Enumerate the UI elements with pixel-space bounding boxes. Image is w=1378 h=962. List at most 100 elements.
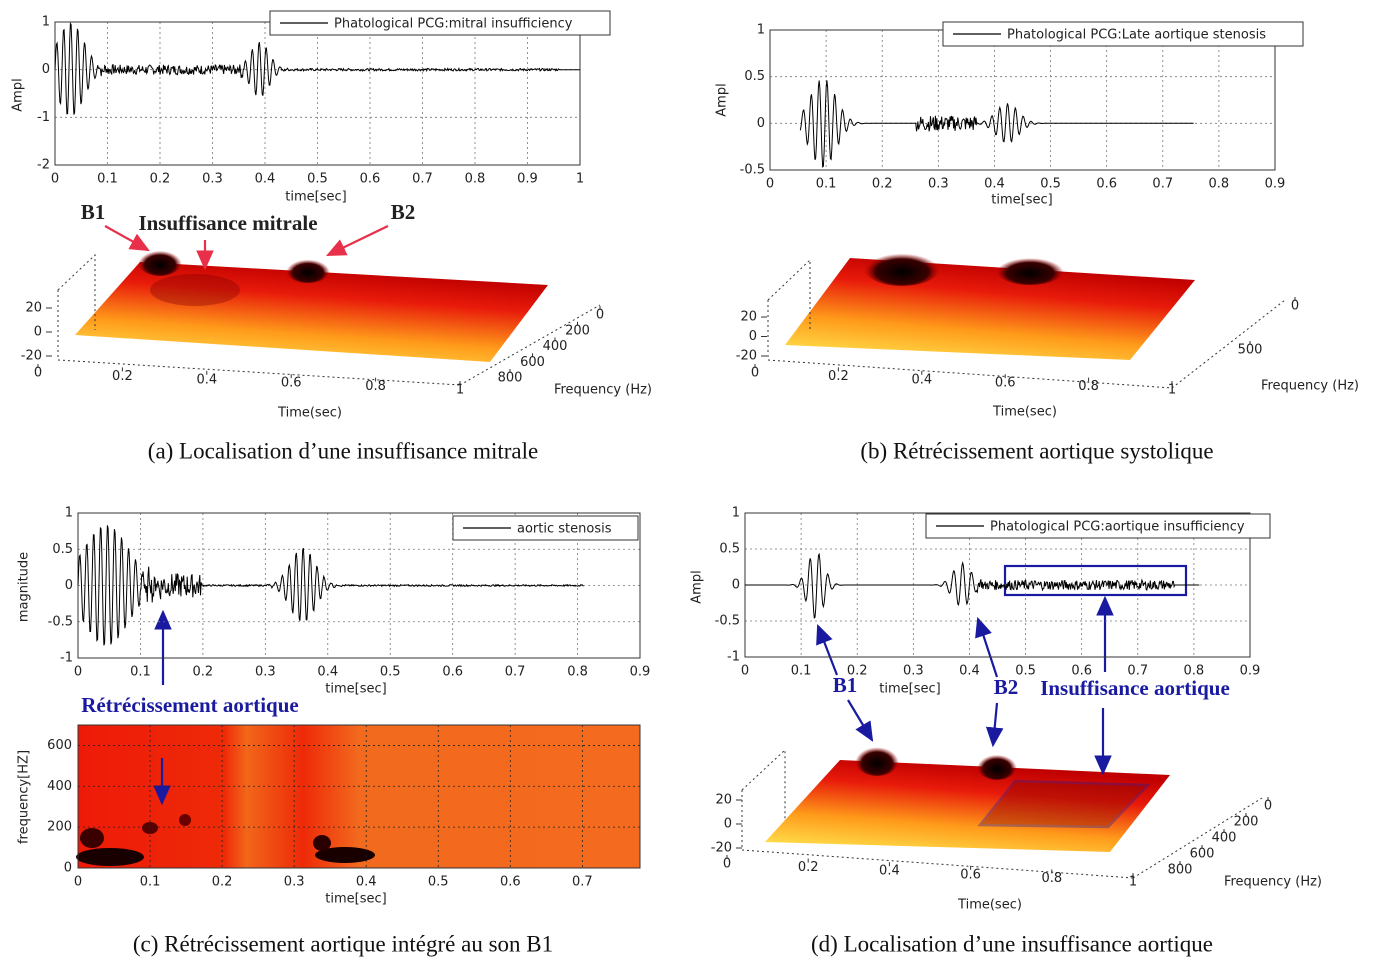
x-tick-label: 0 [741, 664, 749, 679]
y-axis-label: Ampl [715, 83, 730, 116]
x-tick-label: 0.4 [317, 665, 338, 680]
x-tick-label: 0.9 [1240, 664, 1261, 679]
y-axis-label: Frequency (Hz) [1261, 379, 1359, 394]
x-tick-label: 0.6 [960, 867, 981, 882]
plot-frame [77, 724, 641, 869]
y-axis-label: Frequency (Hz) [554, 383, 652, 398]
x-tick-label: 0.5 [1040, 177, 1061, 192]
y-axis-label: magnitude [17, 552, 32, 622]
x-tick-label: 0.5 [1015, 664, 1036, 679]
x-tick-label: 0.8 [567, 665, 588, 680]
y-tick-label: -0.5 [740, 163, 765, 178]
x-tick-label: 0.4 [196, 372, 217, 387]
z-tick-label: -20 [711, 841, 732, 856]
x-tick-label: 1 [456, 383, 464, 398]
x-tick-label: 0.2 [872, 177, 893, 192]
y-tick-label: 0 [42, 62, 50, 77]
x-tick-label: 0.8 [365, 379, 386, 394]
x-tick-label: 0.4 [984, 177, 1005, 192]
x-tick-label: 0 [34, 366, 42, 381]
x-tick-label: 0.9 [1265, 177, 1286, 192]
x-tick-label: 0.2 [193, 665, 214, 680]
z-tick-label: 0 [724, 817, 732, 832]
y-tick-label: 0.5 [719, 542, 740, 557]
x-tick-label: 0.2 [150, 172, 171, 187]
x-tick-label: 0.8 [1041, 871, 1062, 886]
x-tick-label: 0.6 [1096, 177, 1117, 192]
y-tick-label: 800 [498, 371, 523, 386]
y-tick-label: 0 [1291, 299, 1299, 314]
annotation: Insuffisance aortique [1040, 676, 1230, 700]
surface-axes [57, 253, 1286, 879]
x-tick-label: 1 [1129, 875, 1137, 890]
x-axis-label: time[sec] [285, 190, 346, 205]
y-tick-label: 200 [565, 323, 590, 338]
x-tick-label: 0.2 [798, 860, 819, 875]
x-tick-label: 0.7 [1152, 177, 1173, 192]
x-tick-label: 0.4 [356, 875, 377, 890]
annotation: Insuffisance mitrale [138, 211, 317, 235]
x-tick-label: 0.2 [847, 664, 868, 679]
legend-label: Phatological PCG:aortique insufficiency [990, 520, 1245, 535]
x-tick-label: 0.2 [112, 369, 133, 384]
waveform-trace [77, 525, 584, 646]
y-tick-label: 500 [1238, 343, 1263, 358]
z-tick-label: 20 [740, 310, 757, 325]
x-tick-label: 0.1 [130, 665, 151, 680]
legend-label: Phatological PCG:Late aortique stenosis [1007, 28, 1266, 43]
x-tick-label: 0.3 [284, 875, 305, 890]
caption: (a) Localisation d’une insuffisance mitr… [148, 438, 538, 463]
y-tick-label: 1 [757, 23, 765, 38]
x-tick-label: 1 [1168, 383, 1176, 398]
y-tick-label: 400 [543, 339, 568, 354]
x-axis-label: time[sec] [991, 193, 1052, 208]
annotation: Rétrécissement aortique [81, 693, 299, 717]
x-tick-label: 0.8 [1078, 379, 1099, 394]
x-axis-label: Time(sec) [992, 405, 1057, 420]
x-tick-label: 0.8 [1209, 177, 1230, 192]
x-tick-label: 0.6 [995, 376, 1016, 391]
x-tick-label: 0.6 [360, 172, 381, 187]
x-tick-label: 0 [74, 875, 82, 890]
x-axis-label: time[sec] [325, 682, 386, 697]
y-tick-label: -0.5 [48, 614, 73, 629]
y-tick-label: -1 [727, 650, 740, 665]
x-tick-label: 0.4 [879, 864, 900, 879]
x-axis-label: time[sec] [879, 682, 940, 697]
waveform-trace [799, 80, 1194, 169]
x-tick-label: 0.3 [903, 664, 924, 679]
x-tick-label: 0.6 [500, 875, 521, 890]
surface-image [75, 248, 1195, 852]
x-tick-label: 0 [723, 857, 731, 872]
x-tick-label: 0.1 [140, 875, 161, 890]
y-tick-label: 600 [47, 738, 72, 753]
annotation: B2 [994, 675, 1019, 699]
y-tick-label: 400 [1212, 831, 1237, 846]
x-tick-label: 0.4 [911, 372, 932, 387]
x-tick-label: 0.8 [465, 172, 486, 187]
y-tick-label: 0.5 [744, 69, 765, 84]
x-tick-label: 0.9 [630, 665, 651, 680]
x-tick-label: 0.9 [517, 172, 538, 187]
waveform-trace [54, 21, 580, 115]
x-tick-label: 0.2 [212, 875, 233, 890]
y-tick-label: 0 [757, 116, 765, 131]
x-tick-label: 0.7 [505, 665, 526, 680]
caption: (b) Rétrécissement aortique systolique [860, 438, 1213, 463]
legend-box [452, 515, 639, 541]
z-tick-label: 0 [749, 329, 757, 344]
x-tick-label: 0 [766, 177, 774, 192]
y-tick-label: 400 [47, 779, 72, 794]
y-tick-label: 0 [65, 578, 73, 593]
annotation: B1 [833, 673, 858, 697]
caption: (c) Rétrécissement aortique intégré au s… [133, 931, 553, 956]
y-tick-label: -1 [60, 651, 73, 666]
x-axis-label: Time(sec) [957, 898, 1022, 913]
y-tick-label: 0.5 [52, 542, 73, 557]
y-tick-label: 600 [1190, 847, 1215, 862]
x-tick-label: 0.1 [816, 177, 837, 192]
y-tick-label: 600 [520, 355, 545, 370]
y-axis-label: frequency[HZ] [17, 750, 32, 844]
annotation: B2 [391, 200, 416, 224]
